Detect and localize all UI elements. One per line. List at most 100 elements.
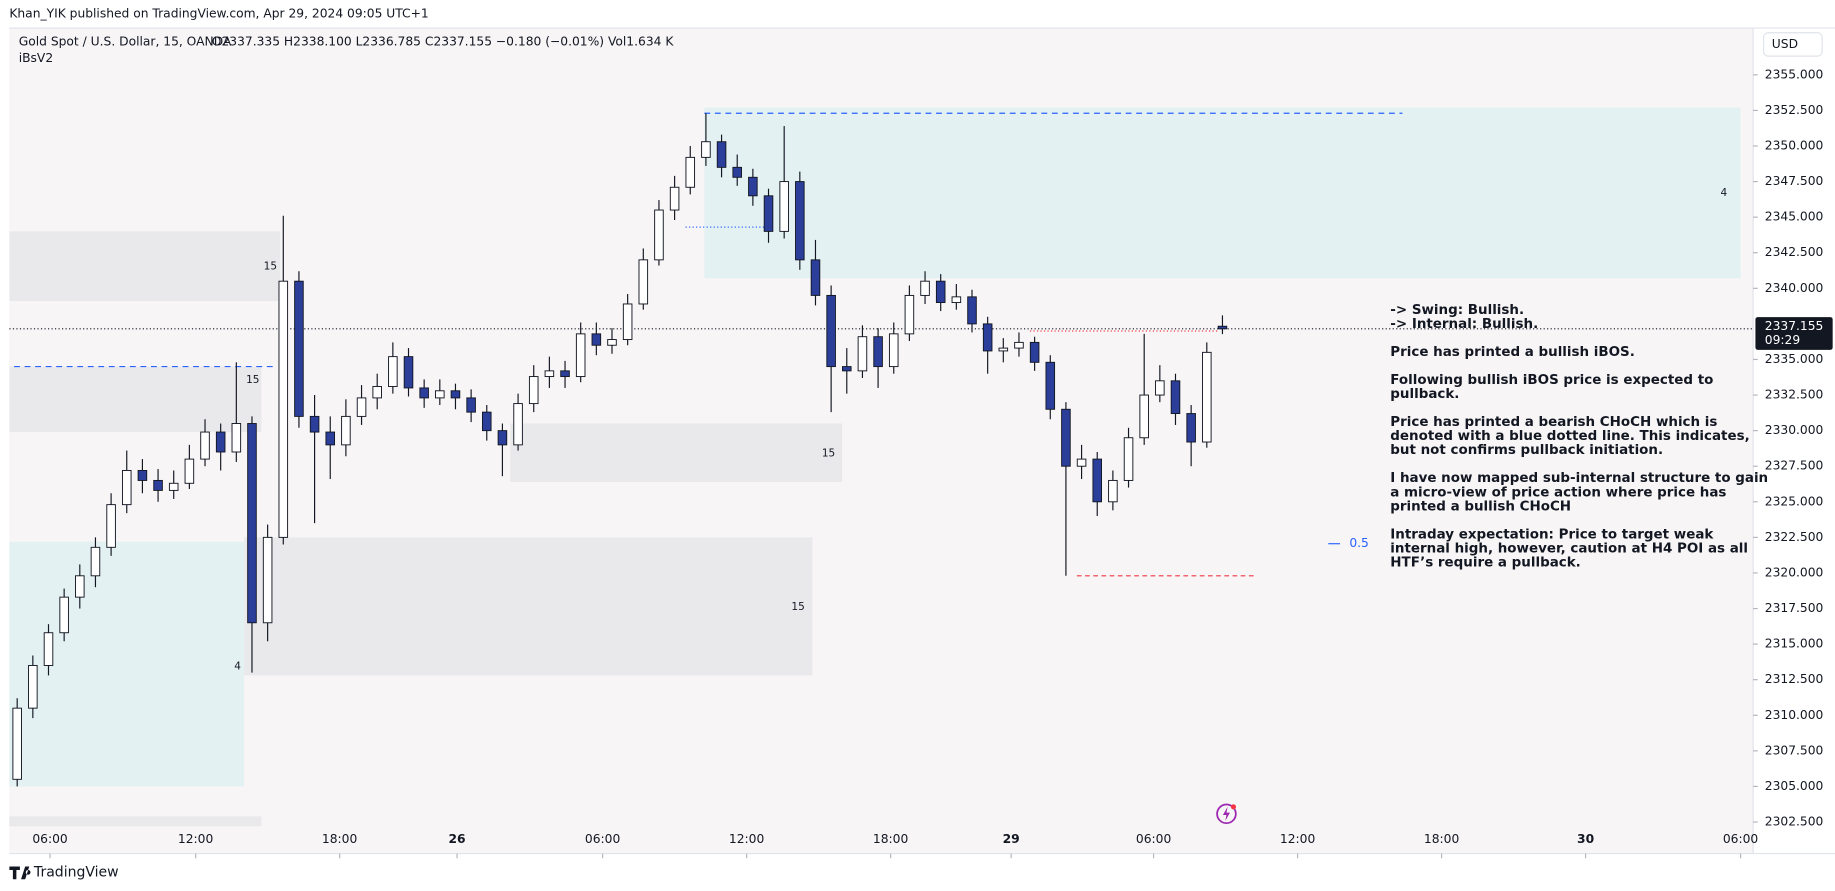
zone-label: 15 [822,448,835,460]
candle-body [685,156,696,188]
y-tick-label: 2325.000 [1765,494,1824,508]
candle-body [466,397,476,413]
candle-body [857,336,868,372]
x-tick-label: 18:00 [873,832,908,846]
candle-body [701,141,711,158]
zone [244,537,813,676]
candle-body [763,195,774,232]
indicator-name: iBsV2 [19,51,53,65]
candle-body [591,333,602,346]
candle-body [1061,408,1071,467]
candle-body [372,386,382,399]
annotation-line: a micro-view of price action where price… [1390,485,1726,500]
last-price-box [1755,317,1833,350]
annotation-line: printed a bullish CHoCH [1390,499,1571,514]
candle-body [137,470,148,481]
candle-body [716,141,727,168]
candle-body [481,411,492,432]
y-tick-label: 2320.000 [1765,565,1824,579]
candle-body [654,209,664,261]
x-tick-label: 18:00 [1424,832,1459,846]
x-tick-label: 29 [1003,832,1020,846]
candle-body [638,259,649,305]
y-tick-label: 2315.000 [1765,637,1824,651]
y-tick-label: 2312.500 [1765,672,1824,686]
zone-label: 15 [246,374,259,386]
currency-button[interactable] [1763,32,1823,57]
currency-label[interactable]: USD [1772,37,1798,51]
x-tick-label: 12:00 [1280,832,1315,846]
annotation-line: pullback. [1390,387,1459,402]
candle-body [12,707,22,780]
candle-body [935,280,946,304]
candle-body [748,176,758,197]
x-tick-label: 30 [1577,832,1594,846]
candle-body [200,431,210,460]
zone-label: 4 [1720,187,1727,199]
annotation-line: Intraday expectation: Price to target we… [1390,527,1714,542]
candle-body [732,166,742,178]
x-tick-label: 06:00 [32,832,67,846]
candle-body [826,294,836,368]
y-tick-label: 2342.500 [1765,245,1824,259]
fib-label: 0.5 [1349,536,1369,550]
candle-body [607,339,617,346]
candle-body [544,370,555,378]
candle-body [982,323,993,352]
candle-body [1092,458,1103,503]
candle-body [560,370,570,378]
candle-body [325,431,336,446]
candle-body [262,536,273,624]
candle-body [795,181,805,261]
ohlc-values: O2337.335 H2338.100 L2336.785 C2337.155 … [212,35,675,49]
candle-body [1217,325,1228,330]
candle-body [309,415,320,433]
candle-body [121,470,132,506]
zones [9,107,1741,827]
lightning-icon[interactable] [1216,803,1237,825]
candle-body [967,296,977,325]
zone [9,231,281,302]
annotation-line: Following bullish iBOS price is expected… [1390,373,1713,388]
annotation-line: Price has printed a bearish CHoCH which … [1390,415,1717,430]
annotation-line: HTF’s require a pullback. [1390,555,1581,570]
candle-body [278,280,289,538]
candle-body [419,387,429,399]
x-tick-label: 26 [448,832,465,846]
last-price-label: 2337.155 [1765,319,1824,333]
zone-label: 4 [234,660,241,672]
y-tick-label: 2352.500 [1765,103,1824,117]
y-tick-label: 2332.500 [1765,388,1824,402]
zone [9,366,262,433]
x-tick-label: 06:00 [1723,832,1758,846]
zone [9,816,262,827]
candle-body [888,333,899,368]
candle-body [1202,351,1212,443]
candle-body [1139,394,1149,439]
y-tick-label: 2340.000 [1765,281,1824,295]
candle-body [356,397,367,417]
x-tick-label: 06:00 [585,832,620,846]
annotation-line: denoted with a blue dotted line. This in… [1390,429,1749,444]
y-tick-label: 2307.500 [1765,743,1824,757]
y-tick-label: 2317.500 [1765,601,1824,615]
candle-body [90,546,101,577]
candle-body [388,356,398,387]
brand-logo [9,866,31,880]
candle-body [1186,413,1196,443]
zone-label: 15 [791,601,804,613]
candle-body [215,431,226,453]
zone-label: 15 [264,261,277,273]
drawings [9,112,1754,577]
symbol-name: Gold Spot / U.S. Dollar, 15, OANDA [19,35,232,49]
candle-body [168,482,179,491]
last-price-time: 09:29 [1765,333,1800,347]
candle-body [810,259,821,296]
candle-body [247,423,257,624]
candle-body [59,596,69,634]
y-tick-label: 2305.000 [1765,779,1824,793]
annotation-line: -> Swing: Bullish. [1390,303,1524,318]
candle-body [998,347,1009,352]
y-tick-label: 2322.500 [1765,530,1824,544]
